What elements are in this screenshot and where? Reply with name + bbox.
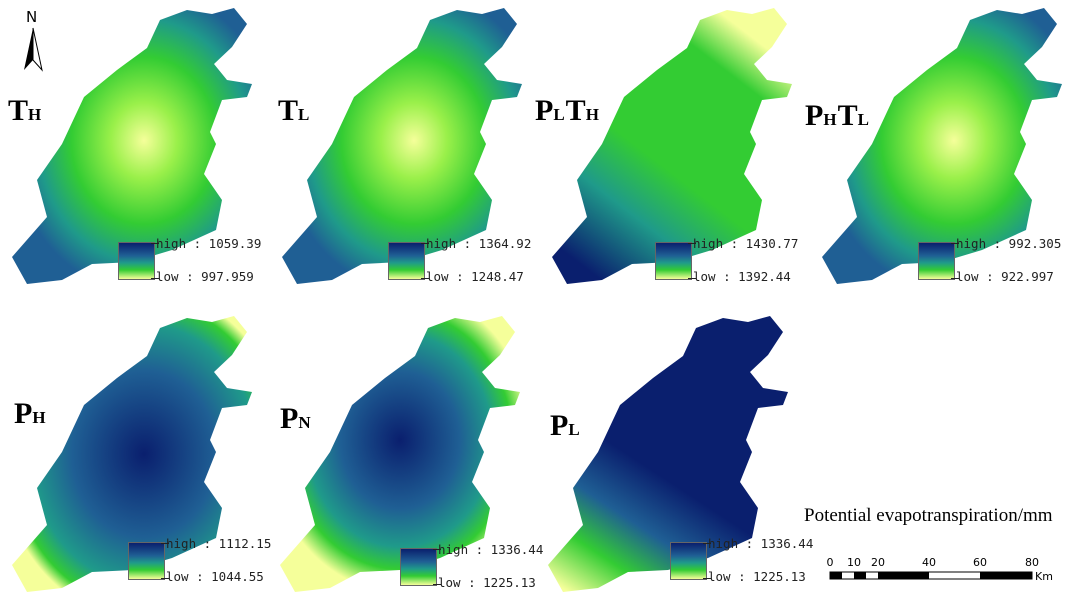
legend-tick	[951, 243, 959, 244]
north-arrow: N	[18, 8, 48, 74]
figure-title: Potential evapotranspiration/mm	[804, 505, 1053, 526]
panel-label-PLTH: PLTH	[535, 96, 600, 130]
panel-label-part: T	[565, 94, 586, 127]
scale-bar-tick-label: 60	[973, 556, 987, 569]
legend-PN: high : 1336.44 low : 1225.13	[400, 542, 550, 594]
legend-low-value: low : 1392.44	[693, 269, 791, 284]
scale-bar: 0 10 20 40 60 80 Km	[820, 556, 1060, 596]
legend-tick	[433, 584, 441, 585]
panel-label-part: P	[280, 402, 299, 435]
panel-label-subscript: L	[298, 105, 310, 124]
scale-bar-unit: Km	[1035, 570, 1053, 583]
legend-low-value: low : 1225.13	[438, 575, 536, 590]
scale-bar-tick-label: 80	[1025, 556, 1039, 569]
panel-label-part: P	[14, 397, 33, 430]
legend-TL: high : 1364.92 low : 1248.47	[388, 236, 538, 288]
legend-tick	[433, 549, 441, 550]
panel-label-subscript: H	[28, 105, 42, 124]
legend-color-ramp	[118, 242, 155, 280]
legend-tick	[951, 278, 959, 279]
scale-bar-tick-label: 40	[922, 556, 936, 569]
legend-high-value: high : 1059.39	[156, 236, 262, 251]
legend-low-value: low : 1248.47	[426, 269, 524, 284]
legend-PH: high : 1112.15 low : 1044.55	[128, 536, 278, 588]
panel-label-part: P	[550, 409, 569, 442]
legend-high-value: high : 1336.44	[438, 542, 544, 557]
map-TH	[12, 8, 252, 284]
panel-label-TH: TH	[8, 96, 42, 130]
panel-label-part: P	[805, 99, 824, 132]
legend-high-value: high : 1336.44	[708, 536, 814, 551]
legend-color-ramp	[128, 542, 165, 580]
legend-tick	[161, 578, 169, 579]
panel-label-part: T	[278, 94, 299, 127]
legend-PLTH: high : 1430.77 low : 1392.44	[655, 236, 805, 288]
legend-tick	[421, 243, 429, 244]
legend-high-value: high : 1112.15	[166, 536, 272, 551]
panel-label-PH: PH	[14, 399, 47, 433]
legend-color-ramp	[400, 548, 437, 586]
legend-tick	[688, 243, 696, 244]
legend-color-ramp	[670, 542, 707, 580]
map-PLTH	[552, 8, 792, 284]
legend-color-ramp	[388, 242, 425, 280]
panel-label-part: P	[535, 94, 554, 127]
legend-low-value: low : 1225.13	[708, 569, 806, 584]
panel-label-TL: TL	[278, 96, 310, 130]
legend-tick	[421, 278, 429, 279]
panel-label-subscript: H	[32, 408, 46, 427]
scale-bar-tick-label: 10	[847, 556, 861, 569]
legend-low-value: low : 922.997	[956, 269, 1054, 284]
legend-high-value: high : 1364.92	[426, 236, 532, 251]
map-PL	[548, 316, 788, 592]
panel-label-subscript: H	[585, 105, 599, 124]
legend-low-value: low : 1044.55	[166, 569, 264, 584]
north-letter: N	[26, 8, 38, 26]
panel-label-part: T	[8, 94, 29, 127]
legend-tick	[151, 243, 159, 244]
legend-PL: high : 1336.44 low : 1225.13	[670, 536, 820, 588]
panel-label-PL: PL	[550, 411, 581, 445]
map-PN	[280, 316, 520, 592]
panel-label-subscript: L	[553, 105, 565, 124]
scale-bar-graphic	[829, 571, 1033, 580]
legend-color-ramp	[655, 242, 692, 280]
panel-label-PN: PN	[280, 404, 312, 438]
map-TL	[282, 8, 522, 284]
map-PH	[12, 316, 252, 592]
panel-label-subscript: N	[298, 413, 311, 432]
legend-tick	[151, 278, 159, 279]
legend-tick	[703, 578, 711, 579]
legend-TH: high : 1059.39 low : 997.959	[118, 236, 268, 288]
legend-PHTL: high : 992.305 low : 922.997	[918, 236, 1065, 288]
scale-bar-tick-label: 0	[826, 556, 834, 569]
legend-high-value: high : 992.305	[956, 236, 1062, 251]
legend-tick	[688, 278, 696, 279]
legend-tick	[703, 543, 711, 544]
panel-label-subscript: L	[568, 420, 580, 439]
panel-label-subscript: H	[823, 110, 837, 129]
legend-tick	[161, 543, 169, 544]
panel-label-PHTL: PHTL	[805, 101, 870, 135]
legend-low-value: low : 997.959	[156, 269, 254, 284]
panel-label-part: T	[837, 99, 858, 132]
scale-bar-tick-label: 20	[871, 556, 885, 569]
panel-label-subscript: L	[857, 110, 869, 129]
map-PHTL	[822, 8, 1062, 284]
legend-high-value: high : 1430.77	[693, 236, 799, 251]
north-arrow-icon	[24, 27, 43, 72]
legend-color-ramp	[918, 242, 955, 280]
